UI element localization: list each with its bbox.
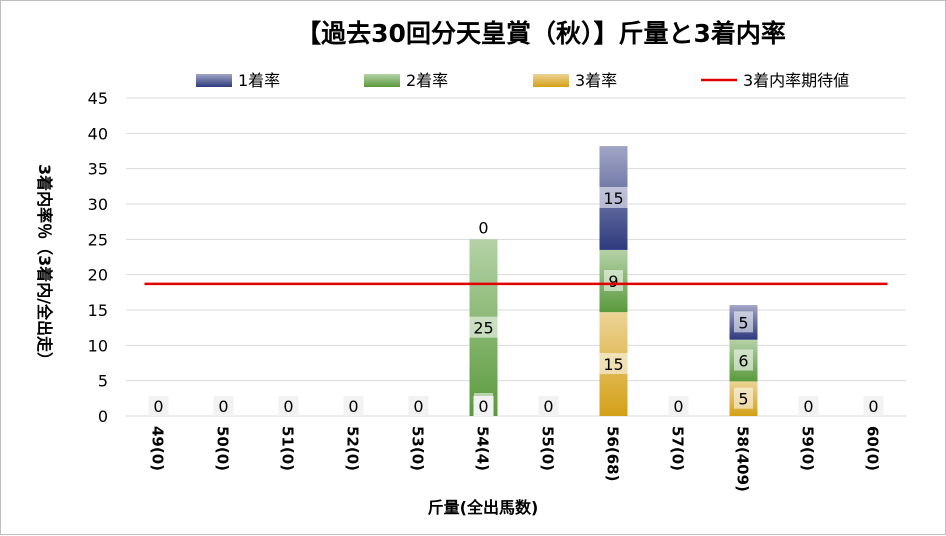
data-label-bg	[734, 387, 753, 409]
data-label: 0	[478, 218, 488, 237]
data-label: 0	[348, 397, 358, 416]
x-tick-label: 58(409)	[734, 426, 752, 492]
legend: 1着率 2着率 3着率 3着内率期待値	[196, 71, 849, 90]
data-label-bg	[278, 396, 299, 416]
data-label-bg	[604, 270, 623, 292]
y-tick-label: 40	[88, 124, 108, 143]
y-tick-label: 15	[88, 301, 108, 320]
y-axis-label: 3着内率％（3着内/全出走）	[35, 164, 54, 368]
y-tick-label: 35	[88, 160, 108, 179]
legend-swatch	[196, 74, 232, 87]
data-label: 0	[543, 397, 553, 416]
data-label: 0	[218, 397, 228, 416]
data-label: 15	[603, 355, 623, 374]
data-label-bg	[213, 396, 234, 416]
x-tick-label: 52(0)	[344, 426, 362, 471]
data-label-bg	[599, 186, 628, 208]
x-tick-label: 57(0)	[669, 426, 687, 471]
data-labels: 0000002500015915056500	[148, 186, 884, 416]
legend-swatch	[533, 74, 569, 87]
data-label: 0	[803, 397, 813, 416]
data-label: 6	[738, 352, 748, 371]
data-label: 15	[603, 189, 623, 208]
data-label-bg	[474, 216, 493, 238]
y-tick-label: 10	[88, 336, 108, 355]
y-axis-ticks: 0 5 10 15 20 25 30 35 40 45	[88, 89, 108, 426]
legend-label: 3着内率期待値	[743, 71, 849, 90]
y-tick-label: 5	[98, 372, 108, 391]
data-label: 0	[478, 397, 488, 416]
legend-label: 2着率	[406, 71, 448, 90]
data-label: 0	[413, 397, 423, 416]
data-label: 0	[868, 397, 878, 416]
data-label: 5	[738, 390, 748, 409]
data-label-bg	[469, 316, 498, 338]
data-label: 5	[738, 313, 748, 332]
legend-label: 1着率	[238, 71, 280, 90]
data-label-bg	[863, 396, 884, 416]
data-label-bg	[473, 396, 494, 416]
data-label-bg	[408, 396, 429, 416]
x-tick-label: 49(0)	[149, 426, 167, 471]
x-axis-label: 斤量(全出馬数)	[428, 498, 539, 517]
x-tick-label: 54(4)	[474, 426, 492, 471]
y-tick-label: 45	[88, 89, 108, 108]
data-label: 0	[283, 397, 293, 416]
legend-label: 3着率	[575, 71, 617, 90]
data-label: 25	[473, 319, 493, 338]
chart-title: 【過去30回分天皇賞（秋）】斤量と3着内率	[296, 19, 786, 48]
data-label-bg	[343, 396, 364, 416]
x-tick-label: 59(0)	[799, 426, 817, 471]
y-tick-label: 25	[88, 230, 108, 249]
x-axis-ticks: 49(0) 50(0) 51(0) 52(0) 53(0) 54(4) 55(0) 56(68…	[149, 426, 882, 492]
x-tick-label: 53(0)	[409, 426, 427, 471]
x-tick-label: 56(68)	[604, 426, 622, 481]
gridlines	[126, 97, 906, 417]
data-label-bg	[734, 349, 753, 371]
data-label: 9	[608, 272, 618, 291]
y-tick-label: 20	[88, 266, 108, 285]
data-label-bg	[538, 396, 559, 416]
data-label-bg	[734, 311, 753, 333]
y-tick-label: 30	[88, 195, 108, 214]
y-tick-label: 0	[98, 407, 108, 426]
data-label: 0	[153, 397, 163, 416]
legend-swatch	[364, 74, 400, 87]
data-label-bg	[668, 396, 689, 416]
x-tick-label: 60(0)	[864, 426, 882, 471]
data-label-bg	[599, 353, 628, 375]
data-label: 0	[673, 397, 683, 416]
x-tick-label: 51(0)	[279, 426, 297, 471]
x-tick-label: 55(0)	[539, 426, 557, 471]
data-label-bg	[798, 396, 819, 416]
data-label-bg	[148, 396, 169, 416]
x-tick-label: 50(0)	[214, 426, 232, 471]
